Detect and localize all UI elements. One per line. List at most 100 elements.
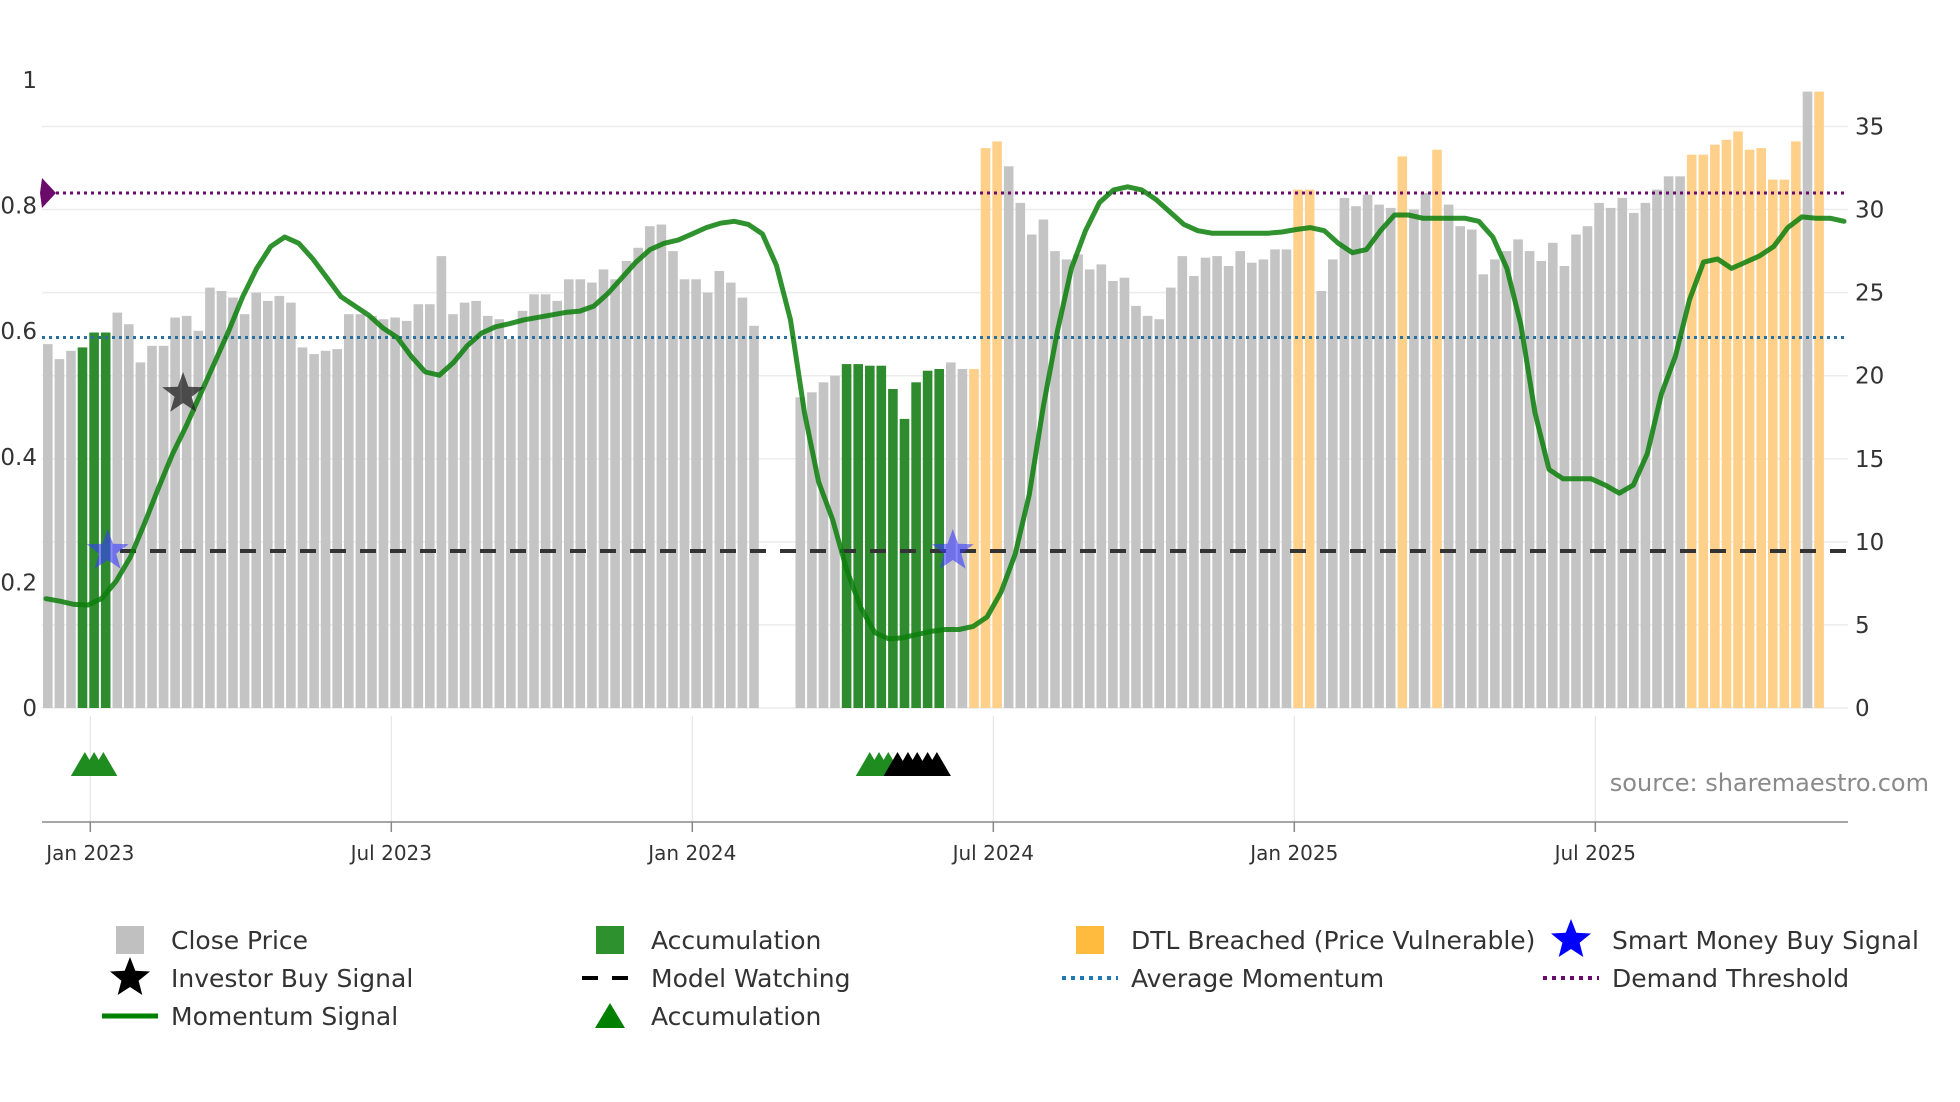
dtl-breached-bar [1397, 156, 1408, 708]
legend-square-icon [596, 926, 624, 954]
legend-square-icon [116, 926, 144, 954]
close-price-bar [494, 319, 505, 708]
close-price-bar [668, 251, 678, 708]
close-price-bar [645, 226, 655, 708]
close-price-bar [1200, 257, 1211, 708]
momentum-signal-line [43, 184, 1847, 642]
dtl-breached-bar [1293, 189, 1303, 709]
legend-item: Investor Buy Signal [110, 957, 413, 995]
close-price-bar [1212, 256, 1222, 708]
close-price-bar [1374, 204, 1384, 708]
close-price-bar [66, 350, 76, 708]
close-price-bar [1154, 319, 1164, 708]
close-price-bar [598, 269, 609, 708]
close-price-bar [1166, 287, 1176, 708]
close-price-bar [390, 317, 400, 708]
left-axis-tick-label: 1 [22, 68, 37, 94]
accumulation-triangle-marker [922, 752, 951, 776]
gridlines [42, 125, 1848, 822]
x-axis-tick-label: Jan 2025 [1248, 841, 1338, 865]
legend-item: Accumulation [595, 1002, 821, 1031]
legend-item: Accumulation [596, 926, 821, 955]
dtl-breached-bar [1791, 141, 1801, 708]
accumulation-bar [911, 382, 921, 708]
close-price-bar [1131, 305, 1141, 708]
close-price-bar [1617, 197, 1628, 708]
dtl-breached-bar [969, 369, 979, 708]
close-price-bar [378, 319, 389, 708]
close-price-bar [1247, 262, 1257, 708]
close-price-bar [1270, 249, 1280, 708]
bars-layer [43, 91, 1824, 709]
legend-star-icon [1551, 919, 1591, 957]
legend-item: Smart Money Buy Signal [1551, 919, 1919, 957]
close-price-bar [1281, 249, 1292, 708]
left-axis-tick-label: 0.4 [0, 445, 37, 471]
legend-label: Model Watching [651, 964, 851, 993]
close-price-bar [239, 314, 250, 708]
close-price-bar [691, 279, 701, 708]
close-price-bar [1605, 207, 1616, 708]
close-price-bar [459, 302, 470, 708]
legend-label: Investor Buy Signal [171, 964, 413, 993]
accumulation-bar [89, 332, 99, 708]
accumulation-bar [899, 418, 910, 708]
legend: Close Price Accumulation DTL Breached (Pri… [102, 919, 1919, 1031]
accumulation-bar [853, 364, 863, 708]
dtl-breached-bar [1686, 154, 1697, 708]
right-axis-tick-label: 15 [1855, 447, 1884, 473]
close-price-bar [1328, 259, 1338, 708]
investor-buy-signal-star [162, 372, 205, 412]
x-axis-tick-label: Jan 2023 [44, 841, 134, 865]
close-price-bar [1235, 251, 1245, 708]
right-axis-tick-label: 20 [1855, 364, 1884, 390]
close-price-bar [1467, 229, 1477, 708]
left-axis-tick-label: 0.2 [0, 570, 37, 596]
accumulation-bar [100, 332, 111, 708]
close-price-bar [1548, 242, 1558, 709]
dtl-breached-bar [992, 141, 1002, 708]
close-price-bar [1362, 194, 1373, 709]
close-price-bar [1455, 226, 1465, 708]
legend-label: Average Momentum [1131, 964, 1384, 993]
dtl-breached-bar [1756, 148, 1766, 709]
demand-threshold-marker [40, 178, 56, 209]
x-axis-tick-label: Jul 2024 [951, 841, 1034, 865]
right-axis-tick-label: 30 [1855, 198, 1884, 224]
close-price-bar [1513, 239, 1523, 708]
smart-money-signal-star [86, 529, 129, 569]
close-price-bar [552, 300, 562, 708]
legend-label: Smart Money Buy Signal [1612, 926, 1919, 955]
close-price-bar [43, 344, 53, 708]
markers-layer [70, 372, 974, 776]
accumulation-bar [77, 347, 88, 708]
close-price-bar [1177, 256, 1188, 708]
close-price-bar [575, 279, 586, 708]
legend-label: Momentum Signal [171, 1002, 398, 1031]
close-price-bar [1501, 251, 1512, 708]
legend-label: DTL Breached (Price Vulnerable) [1131, 926, 1535, 955]
close-price-bar [274, 295, 285, 708]
close-price-bar [425, 304, 435, 708]
right-axis-tick-label: 25 [1855, 281, 1884, 307]
close-price-bar [124, 324, 134, 708]
dtl-breached-bar [1733, 131, 1743, 708]
axes-layer: Jan 2023 Jul 2023 Jan 2024 Jul 2024 Jan 2025… [0, 68, 1884, 865]
close-price-bar [1536, 261, 1546, 708]
dtl-breached-bar [1698, 154, 1709, 708]
close-price-bar [1084, 269, 1095, 708]
legend-item: Average Momentum [1062, 964, 1384, 993]
legend-label: Demand Threshold [1612, 964, 1849, 993]
close-price-bar [228, 297, 238, 708]
close-price-bar [170, 317, 180, 708]
dtl-breached-bar [1721, 139, 1732, 709]
close-price-bar [54, 359, 65, 708]
right-axis-tick-label: 10 [1855, 530, 1884, 556]
close-price-bar [1663, 176, 1674, 709]
close-price-bar [158, 345, 169, 708]
accumulation-bar [876, 365, 887, 708]
close-price-bar [1559, 266, 1570, 708]
right-axis-tick-label: 35 [1855, 114, 1884, 140]
legend-item: DTL Breached (Price Vulnerable) [1076, 926, 1535, 955]
